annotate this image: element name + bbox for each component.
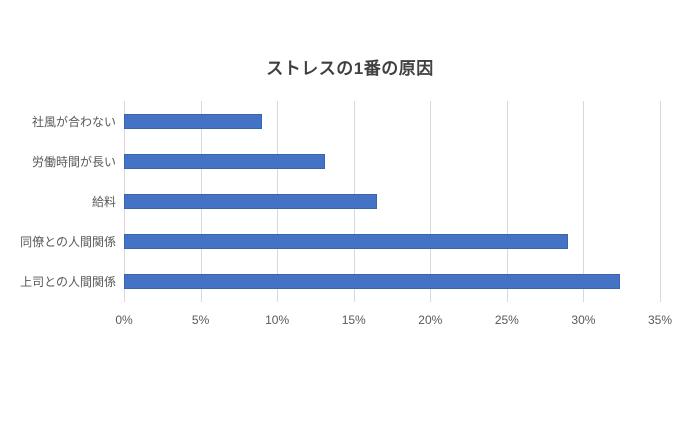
x-axis-tick-label: 20% [418,313,443,327]
bar-row [124,101,660,141]
bar [124,153,325,169]
bar-row [124,222,660,262]
plot-area [124,101,661,302]
category-label: 労働時間が長い [31,154,116,169]
gridline [660,101,661,302]
bar [124,274,621,290]
bar-row [124,141,660,181]
x-axis: 0% 5% 10% 15% 20% 25% 30% 35% [115,313,672,331]
bar-row [124,262,660,302]
bar [124,113,262,129]
bar [124,234,569,250]
x-axis-tick-label: 35% [647,313,673,327]
x-axis-tick-label: 15% [341,313,366,327]
gridline [583,101,585,302]
gridline [506,101,508,302]
x-axis-tick-label: 0% [115,313,133,327]
category-label: 給料 [91,194,116,209]
category-label: 上司との人間関係 [20,275,116,290]
bar [124,193,377,209]
category-label: 社風が合わない [31,114,116,129]
chart-title: ストレスの1番の原因 [266,59,434,78]
category-axis: 社風が合わない 労働時間が長い給料同僚との人間関係 上司との人間関係 [0,101,116,302]
x-axis-tick-label: 10% [265,313,290,327]
bar-row [124,181,660,221]
x-axis-tick-label: 30% [571,313,596,327]
x-axis-tick-label: 5% [191,313,210,327]
category-label: 同僚との人間関係 [20,235,116,250]
x-axis-tick-label: 25% [494,313,519,327]
gridline [430,101,432,302]
